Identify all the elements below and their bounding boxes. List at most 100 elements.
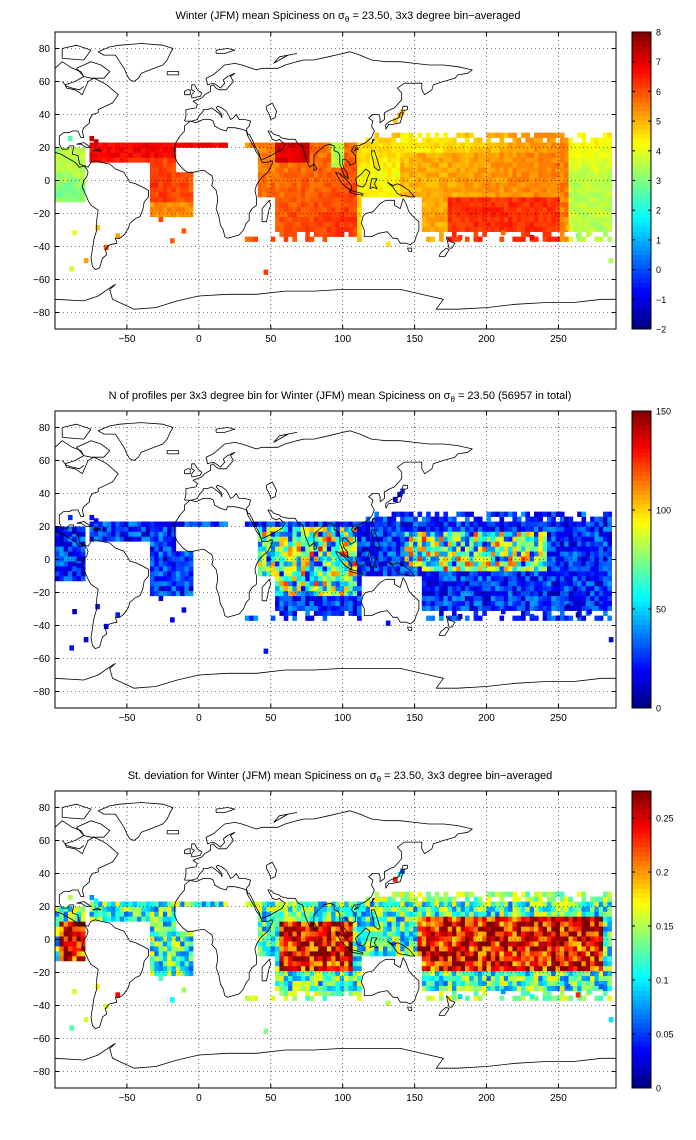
data-cell — [598, 590, 604, 597]
data-cell — [512, 142, 518, 148]
data-cell — [434, 551, 440, 557]
data-cell — [270, 936, 276, 942]
data-cell — [313, 566, 319, 572]
data-cell — [529, 531, 535, 537]
data-cell — [344, 571, 349, 577]
data-cell — [335, 221, 341, 227]
data-cell — [546, 566, 552, 572]
data-cell — [171, 946, 177, 952]
data-cell — [512, 595, 518, 602]
data-cell — [357, 216, 362, 223]
data-cell — [55, 526, 60, 532]
data-cell — [421, 576, 427, 582]
data-cell — [439, 605, 444, 611]
data-cell — [464, 147, 470, 153]
data-cell — [279, 197, 285, 203]
colorbar-step — [632, 420, 651, 426]
data-cell — [538, 541, 543, 547]
data-cell — [417, 551, 423, 557]
data-cell — [76, 921, 82, 927]
data-cell — [283, 970, 289, 977]
data-cell — [313, 167, 319, 173]
data-cell — [594, 182, 600, 188]
coastline — [313, 163, 318, 171]
data-cell — [344, 221, 349, 227]
data-cell — [546, 192, 552, 198]
data-cell — [598, 157, 604, 163]
data-cell — [309, 541, 315, 547]
data-cell — [607, 152, 612, 158]
data-cell — [339, 551, 345, 557]
data-cell — [275, 167, 280, 173]
data-cell — [283, 556, 289, 562]
data-cell — [477, 566, 483, 572]
data-cell — [344, 595, 349, 602]
data-cell — [119, 536, 125, 542]
data-cell — [89, 906, 95, 912]
data-cell — [149, 187, 155, 193]
data-cell — [408, 561, 414, 567]
data-cell — [395, 571, 401, 577]
data-cell — [426, 197, 431, 203]
data-cell — [344, 531, 349, 537]
data-cell — [279, 580, 285, 587]
data-cell — [283, 995, 289, 1001]
data-cell — [292, 216, 297, 223]
data-cell — [352, 956, 358, 962]
data-cell — [512, 167, 518, 173]
data-cell — [348, 595, 354, 602]
data-cell — [72, 566, 77, 572]
data-cell — [326, 167, 332, 173]
data-cell — [503, 187, 509, 193]
data-cell — [495, 585, 500, 592]
data-cell — [555, 132, 561, 138]
data-cell — [266, 566, 272, 572]
data-cell — [357, 551, 362, 557]
data-cell — [551, 201, 556, 208]
data-cell — [387, 516, 392, 522]
data-cell — [270, 192, 276, 198]
data-cell — [538, 147, 543, 153]
data-cell — [132, 536, 138, 542]
data-cell — [460, 132, 466, 138]
coastline — [273, 53, 298, 64]
data-cell — [585, 147, 591, 153]
data-cell — [305, 177, 310, 183]
data-cell — [434, 177, 440, 183]
coastline — [369, 178, 378, 190]
data-cell — [348, 571, 354, 577]
data-cell — [603, 226, 608, 232]
colorbar-step — [632, 578, 651, 584]
data-cell — [538, 226, 543, 232]
data-cell — [581, 172, 587, 178]
data-cell — [499, 585, 505, 592]
data-cell — [542, 226, 548, 232]
data-cell — [175, 941, 181, 947]
data-cell — [607, 536, 612, 542]
data-cell — [473, 521, 479, 527]
data-cell — [318, 561, 323, 567]
data-cell — [387, 566, 392, 572]
data-cell — [288, 600, 293, 606]
data-cell — [344, 162, 349, 168]
data-cell — [564, 580, 569, 587]
data-cell — [370, 521, 375, 527]
data-cell — [456, 167, 461, 173]
data-cell — [572, 531, 578, 537]
colorbar-step — [632, 59, 651, 65]
data-cell — [188, 142, 194, 148]
coastline — [61, 81, 85, 91]
data-cell — [585, 561, 591, 567]
data-cell — [72, 609, 77, 615]
data-cell — [529, 576, 535, 582]
data-cell — [594, 585, 600, 592]
data-cell — [171, 541, 177, 547]
data-cell — [568, 157, 574, 163]
data-cell — [434, 906, 440, 912]
data-cell — [565, 225, 571, 231]
data-cell — [486, 147, 492, 153]
data-cell — [603, 142, 608, 148]
data-cell — [430, 541, 436, 547]
data-cell — [529, 551, 535, 557]
data-cell — [603, 521, 608, 527]
